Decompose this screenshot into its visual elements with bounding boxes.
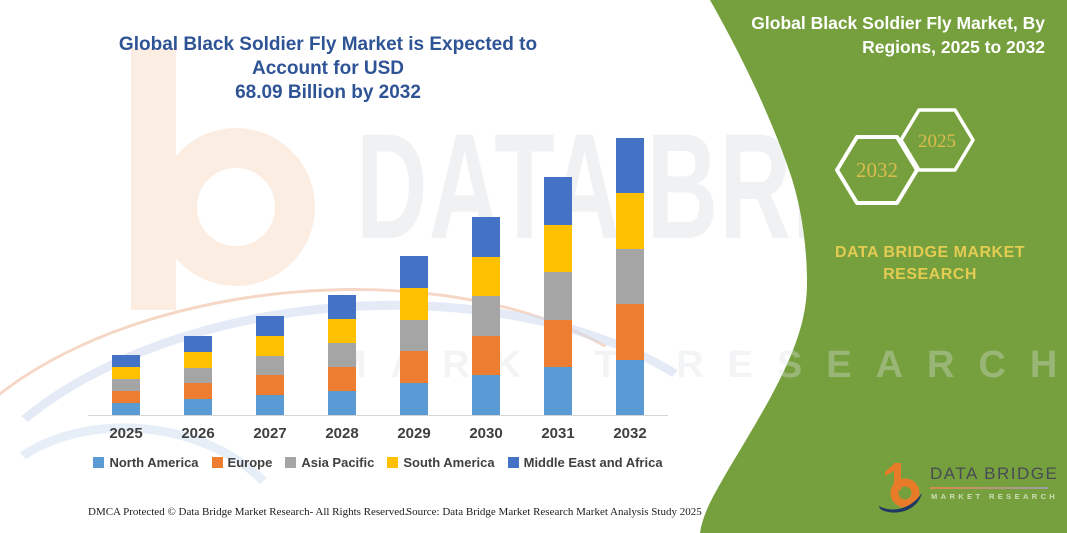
- bar-segment-asia-pacific: [328, 343, 356, 367]
- x-axis-label-2031: 2031: [541, 425, 575, 442]
- bar-2028: [328, 295, 356, 415]
- legend-item-asia-pacific: Asia Pacific: [285, 455, 374, 470]
- footer-source: Source: Data Bridge Market Research Mark…: [406, 506, 702, 518]
- bar-segment-europe: [184, 383, 212, 400]
- dbmr-logo-icon: [879, 463, 922, 513]
- bar-segment-middle-east-and-africa: [184, 336, 212, 352]
- x-axis-label-2025: 2025: [109, 425, 143, 442]
- bar-segment-asia-pacific: [112, 379, 140, 391]
- footer-copyright: DMCA Protected © Data Bridge Market Rese…: [88, 506, 408, 518]
- x-axis-label-2026: 2026: [181, 425, 215, 442]
- x-axis-line: [88, 415, 668, 416]
- bar-2026: [184, 336, 212, 415]
- legend-item-north-america: North America: [93, 455, 199, 470]
- bar-segment-north-america: [472, 375, 500, 415]
- bar-segment-south-america: [184, 351, 212, 368]
- legend-swatch: [285, 457, 297, 468]
- bar-2025: [112, 355, 140, 415]
- bar-segment-south-america: [256, 335, 284, 356]
- bar-segment-south-america: [328, 319, 356, 343]
- watermark-spaced-text: MARKET RESEARCH: [335, 344, 1067, 386]
- bar-segment-europe: [400, 351, 428, 384]
- side-panel-title: Global Black Soldier Fly Market, By Regi…: [725, 11, 1045, 59]
- bar-2031: [544, 177, 572, 415]
- x-axis-label-2030: 2030: [469, 425, 503, 442]
- bar-segment-middle-east-and-africa: [112, 355, 140, 367]
- hexagon-2032-badge: 2032: [835, 135, 919, 205]
- bar-segment-north-america: [616, 359, 644, 415]
- bar-segment-north-america: [400, 383, 428, 415]
- legend-swatch: [507, 457, 519, 468]
- bar-segment-asia-pacific: [400, 319, 428, 352]
- dbmr-logo-tagline: MARKET RESEARCH: [931, 492, 1059, 501]
- hexagon-2032-label: 2032: [856, 158, 898, 182]
- bar-2029: [400, 256, 428, 415]
- brand-caption: DATA BRIDGE MARKET RESEARCH: [834, 244, 1026, 283]
- hexagon-2025-label: 2025: [918, 131, 956, 152]
- bar-segment-north-america: [184, 399, 212, 415]
- legend-label: Middle East and Africa: [523, 455, 663, 470]
- dbmr-logo-name: DATA BRIDGE: [930, 464, 1059, 483]
- bar-segment-south-america: [544, 224, 572, 273]
- bar-segment-asia-pacific: [184, 367, 212, 384]
- x-axis-label-2027: 2027: [253, 425, 287, 442]
- bar-segment-middle-east-and-africa: [400, 256, 428, 288]
- bar-segment-asia-pacific: [616, 248, 644, 305]
- bar-segment-middle-east-and-africa: [544, 177, 572, 225]
- legend-label: South America: [403, 455, 495, 470]
- bar-segment-middle-east-and-africa: [472, 217, 500, 257]
- bar-segment-middle-east-and-africa: [256, 316, 284, 336]
- stacked-bar-chart: 2025 2026 2027 2028 2029 2030 2031 2032: [88, 130, 668, 442]
- bar-segment-asia-pacific: [472, 296, 500, 336]
- x-axis-label-2032: 2032: [613, 425, 647, 442]
- bar-segment-south-america: [616, 193, 644, 249]
- legend-label: North America: [109, 455, 199, 470]
- bar-segment-south-america: [400, 287, 428, 320]
- chart-legend: North America Europe Asia Pacific South Ame…: [88, 455, 668, 470]
- bar-segment-middle-east-and-africa: [616, 138, 644, 194]
- bar-segment-europe: [616, 304, 644, 360]
- legend-swatch: [93, 457, 105, 468]
- legend-swatch: [211, 457, 223, 468]
- bar-segment-europe: [328, 367, 356, 391]
- green-panel-shape: [700, 0, 1067, 533]
- dbmr-logo-rule: [930, 487, 1048, 489]
- side-panel-title-line1: Global Black Soldier Fly Market, By: [751, 13, 1045, 33]
- legend-item-middle-east-and-africa: Middle East and Africa: [507, 455, 663, 470]
- bar-2032: [616, 138, 644, 415]
- chart-title-line1: Global Black Soldier Fly Market is Expec…: [118, 34, 538, 79]
- bar-segment-north-america: [328, 391, 356, 415]
- legend-label: Europe: [227, 455, 273, 470]
- chart-title-line2: 68.09 Billion by 2032: [235, 82, 421, 103]
- bar-segment-middle-east-and-africa: [328, 295, 356, 319]
- chart-title: Global Black Soldier Fly Market is Expec…: [108, 33, 548, 105]
- legend-item-europe: Europe: [211, 455, 273, 470]
- legend-item-south-america: South America: [387, 455, 495, 470]
- bar-segment-south-america: [112, 367, 140, 379]
- x-axis-label-2029: 2029: [397, 425, 431, 442]
- bar-segment-europe: [256, 375, 284, 396]
- bar-2030: [472, 217, 500, 415]
- bar-segment-asia-pacific: [544, 272, 572, 320]
- bar-segment-south-america: [472, 256, 500, 297]
- bar-segment-north-america: [544, 367, 572, 415]
- bar-segment-north-america: [112, 403, 140, 415]
- bar-segment-europe: [112, 391, 140, 403]
- x-axis-label-2028: 2028: [325, 425, 359, 442]
- legend-swatch: [387, 457, 399, 468]
- bar-segment-europe: [472, 335, 500, 376]
- bar-segment-asia-pacific: [256, 355, 284, 376]
- bar-segment-europe: [544, 319, 572, 368]
- bar-segment-north-america: [256, 395, 284, 415]
- side-panel-title-line2: Regions, 2025 to 2032: [862, 37, 1045, 57]
- legend-label: Asia Pacific: [301, 455, 375, 470]
- bar-2027: [256, 316, 284, 415]
- dbmr-logo: DATA BRIDGE MARKET RESEARCH: [878, 456, 1063, 518]
